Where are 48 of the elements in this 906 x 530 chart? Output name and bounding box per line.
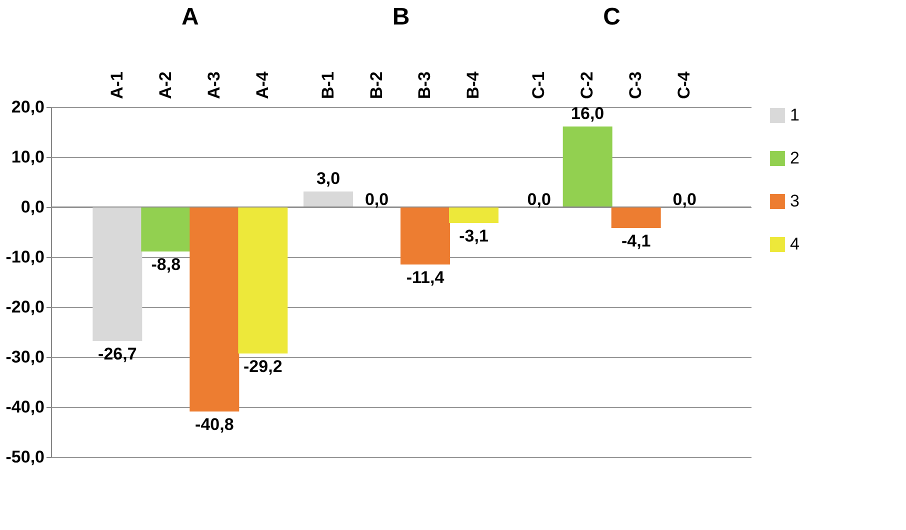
data-label: 16,0 [571,104,604,123]
text: C-3 [626,72,646,99]
text: B-1 [318,72,338,99]
legend-label: 2 [790,148,800,168]
text: A-2 [156,72,175,99]
data-label: 3,0 [316,169,340,188]
text: A-4 [252,71,272,99]
y-tick-label: -50,0 [6,448,44,466]
data-label: 0,0 [527,190,551,209]
bar [141,206,191,252]
legend-label: 4 [790,234,800,254]
x-tick-label: B [392,4,410,30]
legend-label: 3 [790,192,800,210]
y-tick-label: -30,0 [6,348,44,366]
bar [238,206,288,354]
x-tick-label: A [181,4,199,30]
bar [190,206,240,412]
data-label: -11,4 [406,268,445,287]
legend-label: 1 [790,106,800,124]
data-label: -4,1 [621,232,651,250]
bar [448,206,498,223]
bar [400,206,450,264]
y-tick-label: 0,0 [20,198,44,216]
data-label: 0,0 [672,190,696,209]
bar [92,206,142,341]
bar [562,126,612,208]
y-tick-label: 20,0 [11,98,44,116]
data-label: -3,1 [459,226,488,246]
y-tick-label: -10,0 [6,248,44,266]
y-tick-label: 10,0 [11,148,44,166]
text: C-2 [578,72,597,99]
data-label: 0,0 [364,190,389,209]
text: C-4 [674,71,694,99]
text: A-1 [107,72,126,99]
data-label: -26,7 [98,344,137,364]
bar [304,192,354,208]
text: B-3 [415,72,434,99]
text: B-2 [366,72,386,99]
data-label: -40,8 [195,415,234,434]
text: A-3 [204,72,224,99]
data-label: -29,2 [244,357,282,376]
data-label: -8,8 [151,255,181,274]
bar [611,206,661,228]
text: B-4 [464,71,483,99]
x-tick-label: C [603,4,621,30]
text: C-1 [529,72,548,99]
y-tick-label: -20,0 [6,298,44,316]
y-tick-label: -40,0 [6,398,44,416]
